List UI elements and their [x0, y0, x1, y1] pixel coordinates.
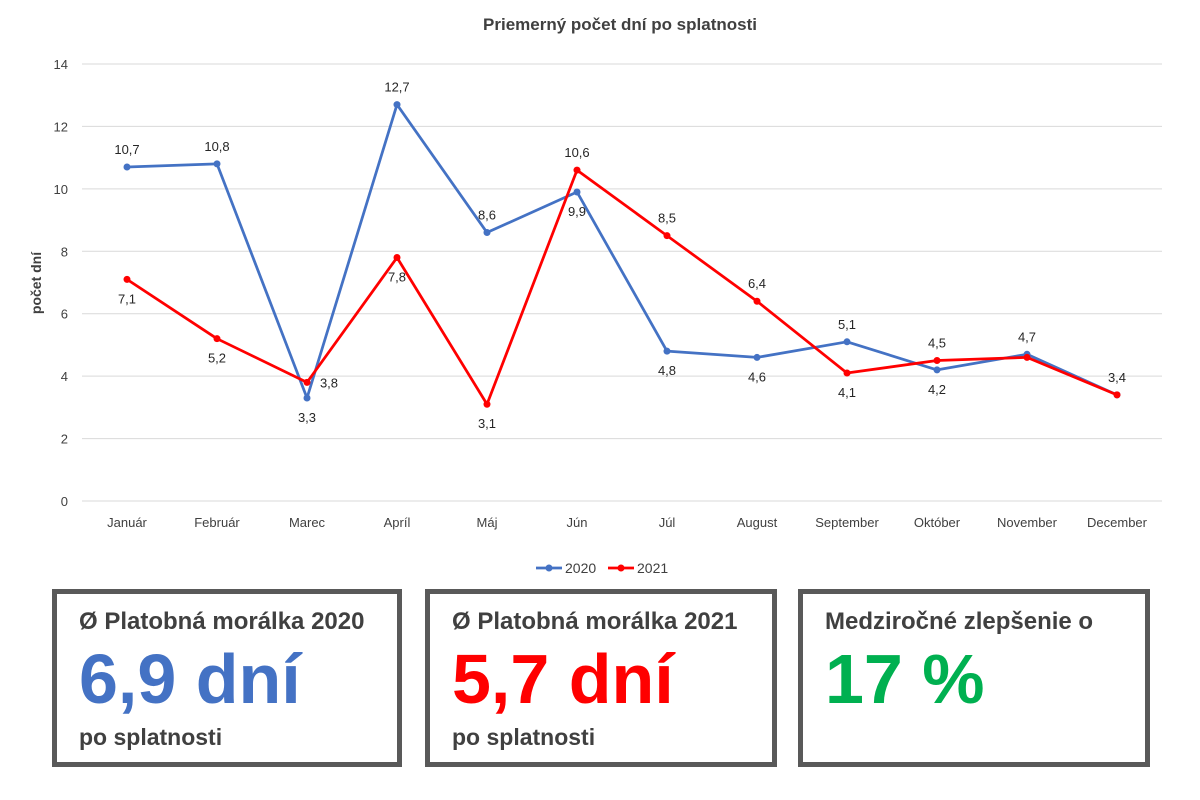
data-label-2021: 7,1 [118, 291, 136, 306]
x-tick-label: Február [194, 515, 240, 530]
y-tick-label: 10 [54, 182, 68, 197]
x-tick-label: December [1087, 515, 1148, 530]
stat-card-subtext: po splatnosti [452, 724, 596, 750]
legend-label: 2021 [637, 560, 668, 576]
data-point-2020 [753, 353, 761, 361]
y-tick-label: 6 [61, 307, 68, 322]
y-axis-title: počet dní [28, 251, 44, 314]
data-label-2021: 10,6 [564, 145, 589, 160]
y-tick-label: 14 [54, 57, 68, 72]
x-tick-label: Marec [289, 515, 326, 530]
y-tick-label: 4 [61, 369, 68, 384]
data-point-2021 [1113, 391, 1121, 399]
x-tick-label: November [997, 515, 1058, 530]
data-label-2021: 3,1 [478, 416, 496, 431]
legend-item-2020: 2020 [536, 560, 596, 576]
x-tick-label: Máj [477, 515, 498, 530]
data-point-2020 [843, 338, 851, 346]
data-point-2020 [663, 347, 671, 355]
series-line-2021 [126, 168, 1118, 406]
data-label-2020: 8,6 [478, 208, 496, 223]
data-point-2021 [843, 369, 851, 377]
x-tick-label: Júl [659, 515, 676, 530]
data-label-2021: 3,8 [320, 375, 338, 390]
stat-card-2021: Ø Platobná morálka 2021 5,7 dní po splat… [425, 589, 777, 767]
stat-card-2020: Ø Platobná morálka 2020 6,9 dní po splat… [52, 589, 402, 767]
legend-item-2021: 2021 [608, 560, 668, 576]
data-point-2021 [393, 254, 401, 262]
line-chart: Priemerný počet dní po splatnosti 0 2 4 6 8 1… [28, 15, 1162, 576]
data-label-2020: 10,7 [114, 142, 139, 157]
y-tick-label: 0 [61, 494, 68, 509]
x-tick-label: Apríl [384, 515, 411, 530]
stat-card-value: 17 % [825, 640, 985, 718]
data-point-2021 [1023, 353, 1031, 361]
data-label-2020: 12,7 [384, 80, 409, 95]
stat-card-subtext: po splatnosti [79, 724, 223, 750]
data-point-2021 [933, 357, 941, 365]
x-tick-label: Jún [567, 515, 588, 530]
data-label-2021: 8,5 [658, 211, 676, 226]
data-point-2020 [933, 366, 941, 374]
legend-label: 2020 [565, 560, 596, 576]
data-point-2021 [483, 400, 491, 408]
data-point-2021 [213, 335, 221, 343]
x-tick-label: Január [107, 515, 147, 530]
data-label-2021: 5,2 [208, 351, 226, 366]
data-label-2020: 4,7 [1018, 329, 1036, 344]
data-label-2020: 5,1 [838, 317, 856, 332]
data-point-2020 [393, 101, 401, 109]
series-line-2020 [126, 103, 1118, 400]
data-label-2021: 4,1 [838, 385, 856, 400]
x-tick-label: August [737, 515, 778, 530]
data-label-2020: 3,4 [1108, 370, 1126, 385]
data-point-2021 [123, 275, 131, 283]
data-label-2020: 3,3 [298, 410, 316, 425]
data-label-2021: 4,5 [928, 336, 946, 351]
data-point-2021 [573, 166, 581, 174]
stat-card-value: 6,9 dní [79, 640, 301, 718]
data-point-2021 [303, 378, 311, 386]
data-point-2020 [483, 229, 491, 237]
x-tick-label: Október [914, 515, 961, 530]
data-point-2021 [663, 232, 671, 240]
data-point-2020 [573, 188, 581, 196]
data-point-2020 [303, 394, 311, 402]
y-tick-label: 8 [61, 244, 68, 259]
data-point-2020 [123, 163, 131, 171]
data-label-2021: 7,8 [388, 270, 406, 285]
data-label-2020: 4,2 [928, 382, 946, 397]
x-tick-label: September [815, 515, 879, 530]
data-point-2020 [213, 160, 221, 168]
data-point-2021 [753, 297, 761, 305]
data-label-2020: 4,6 [748, 369, 766, 384]
data-label-2020: 4,8 [658, 363, 676, 378]
data-label-2020: 10,8 [204, 139, 229, 154]
stat-card-label: Medziročné zlepšenie o [825, 608, 1094, 635]
y-tick-label: 2 [61, 432, 68, 447]
data-label-2021: 6,4 [748, 276, 766, 291]
data-label-2020: 9,9 [568, 204, 586, 219]
chart-title: Priemerný počet dní po splatnosti [483, 15, 757, 34]
stat-card-value: 5,7 dní [452, 640, 674, 718]
stat-card-improvement: Medziročné zlepšenie o 17 % [798, 589, 1150, 767]
stat-card-label: Ø Platobná morálka 2021 [452, 608, 738, 635]
stat-card-label: Ø Platobná morálka 2020 [79, 608, 365, 635]
y-tick-label: 12 [54, 119, 68, 134]
legend-marker [545, 564, 553, 572]
legend-marker [617, 564, 625, 572]
